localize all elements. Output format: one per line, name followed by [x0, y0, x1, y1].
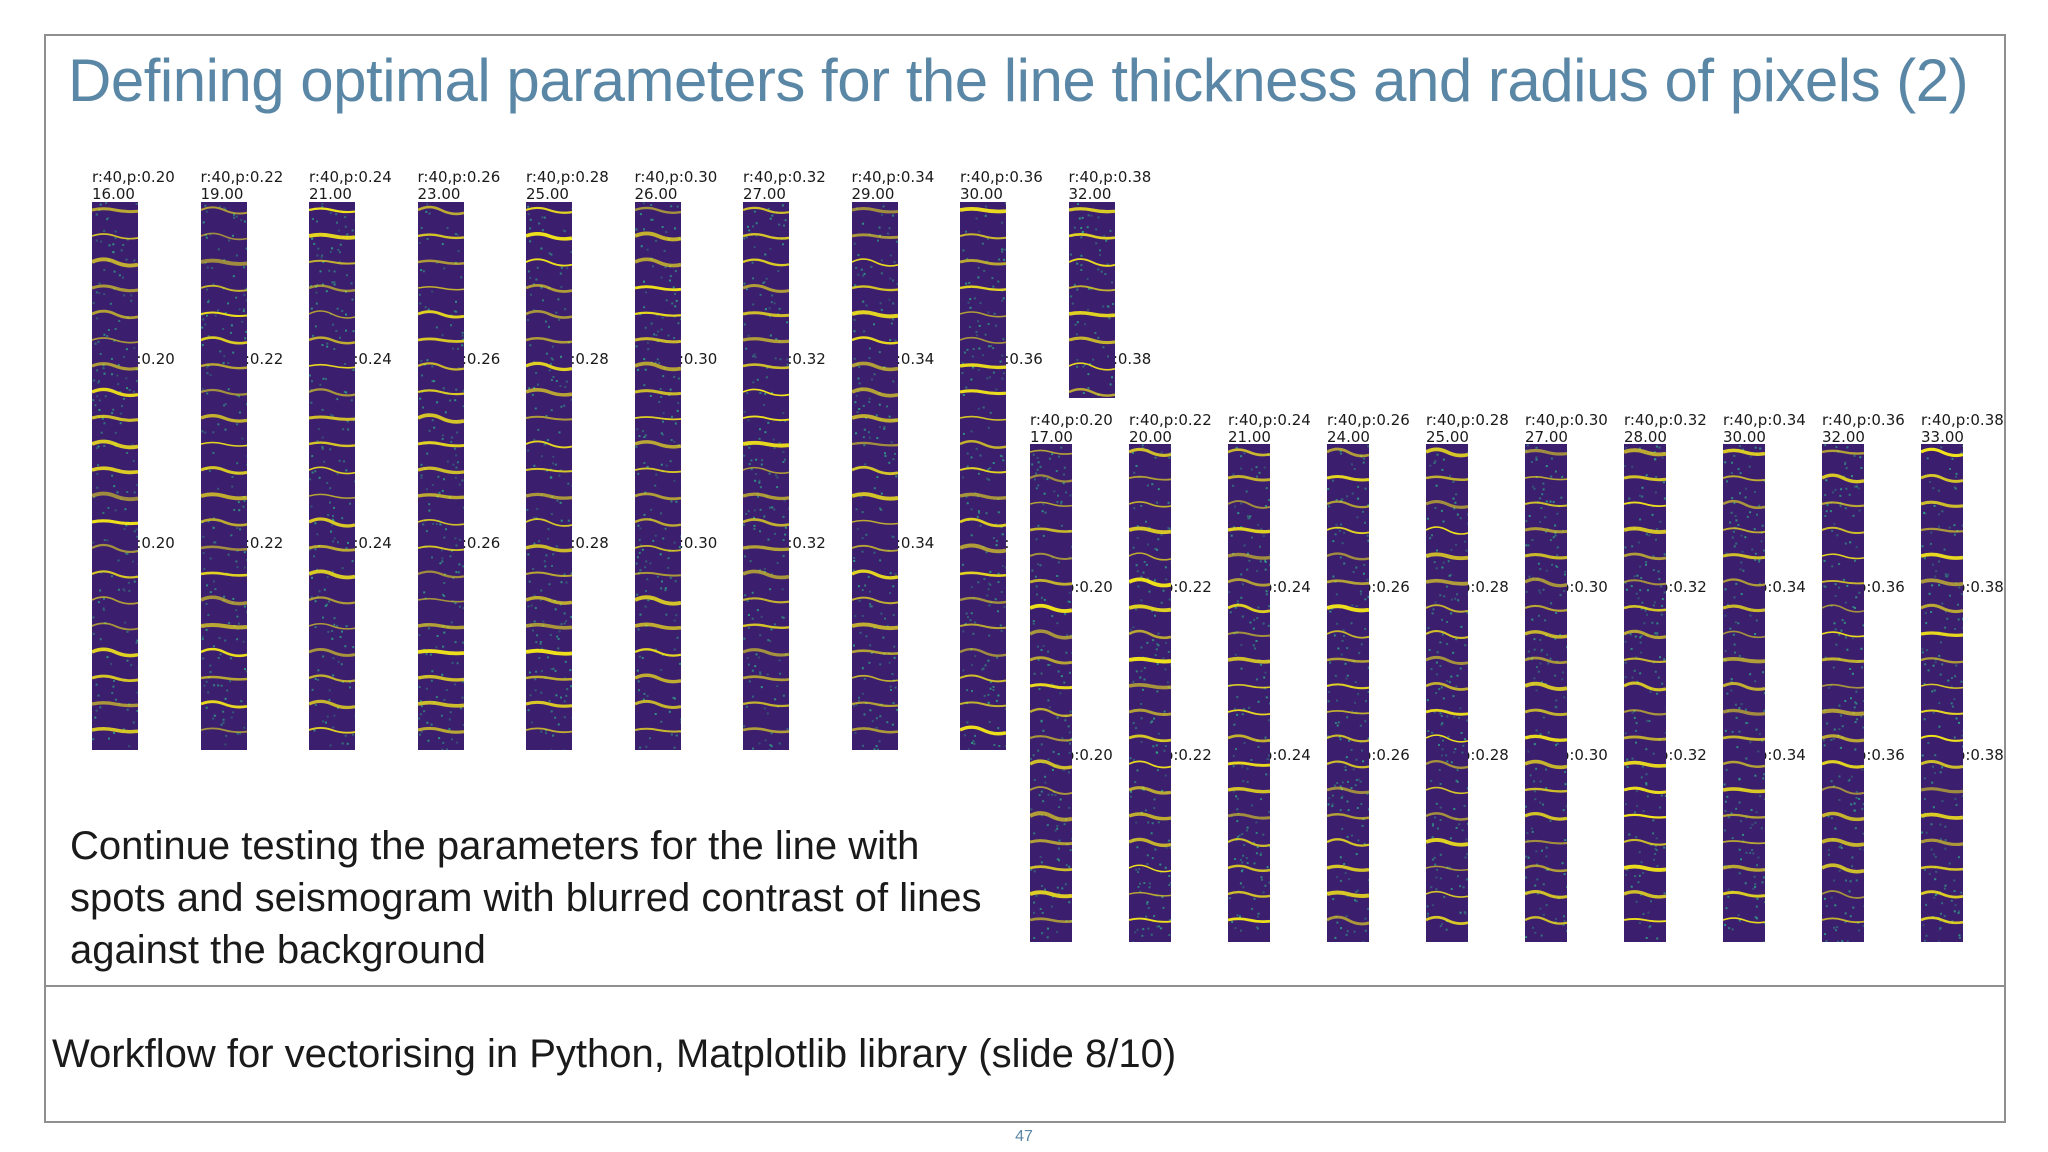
parameter-label: 30.00 [960, 185, 1003, 203]
parameter-label: 19.00 [200, 185, 244, 203]
seismogram-strip [1068, 202, 1115, 398]
parameter-label: 21.00 [1228, 428, 1271, 446]
parameter-label: r:40,p:0.20 [92, 168, 175, 186]
slide-footer: Workflow for vectorising in Python, Matp… [52, 1032, 1177, 1076]
parameter-label: 21.00 [309, 185, 352, 203]
parameter-label: r:40,p:0.30 [1525, 411, 1608, 429]
parameter-label: r:40,p:0.36 [960, 168, 1043, 186]
parameter-label: r:40,p:0.32 [1624, 411, 1707, 429]
parameter-label: r:40,p:0.20 [1030, 411, 1113, 429]
parameter-label: r:40,p:0.30 [634, 168, 718, 186]
parameter-label: 30.00 [1723, 428, 1766, 446]
seismogram-strip [92, 202, 138, 750]
parameter-label: r:40,p:0.26 [1327, 411, 1410, 429]
parameter-label: 23.00 [417, 185, 461, 203]
parameter-label: r:40,p:0.32 [743, 168, 826, 186]
seismogram-strip [1822, 444, 1864, 942]
slide-content-frame [44, 34, 2006, 987]
seismogram-strip [960, 202, 1006, 750]
seismogram-strip [1723, 444, 1765, 942]
seismogram-strip [1030, 444, 1072, 942]
parameter-label: 27.00 [743, 185, 786, 203]
seismogram-strip [634, 202, 681, 750]
parameter-label: r:40,p:0.34 [851, 168, 935, 186]
seismogram-strip [1327, 444, 1369, 942]
parameter-label: r:40,p:0.34 [1723, 411, 1806, 429]
parameter-label: 24.00 [1327, 428, 1370, 446]
parameter-label: r:40,p:0.22 [200, 168, 284, 186]
seismogram-strip [1228, 444, 1270, 942]
seismogram-strip [1624, 444, 1666, 942]
parameter-label: 16.00 [92, 185, 135, 203]
parameter-label: r:40,p:0.24 [309, 168, 392, 186]
seismogram-strip [200, 202, 247, 750]
slide-body-text: Continue testing the parameters for the … [70, 824, 982, 972]
parameter-label: r:40,p:0.36 [1822, 411, 1905, 429]
parameter-label: r:40,p:0.24 [1228, 411, 1311, 429]
parameter-label: r:40,p:0.26 [417, 168, 501, 186]
slide-title: Defining optimal parameters for the line… [68, 47, 1969, 114]
parameter-label: 32.00 [1822, 428, 1865, 446]
seismogram-strip [309, 202, 355, 750]
seismogram-strip [526, 202, 572, 750]
parameter-label: 26.00 [634, 185, 678, 203]
parameter-label: r:40,p:0.22 [1129, 411, 1212, 429]
seismogram-strip [1129, 444, 1171, 942]
parameter-label: 20.00 [1129, 428, 1172, 446]
seismogram-strip [1921, 444, 1963, 942]
parameter-label: 25.00 [1426, 428, 1469, 446]
seismogram-strip [1426, 444, 1468, 942]
seismogram-strip [851, 202, 898, 750]
parameter-label: r:40,p:0.28 [526, 168, 609, 186]
parameter-label: 27.00 [1525, 428, 1568, 446]
parameter-label: r:40,p:0.38 [1921, 411, 2004, 429]
page-number: 47 [1015, 1128, 1033, 1145]
slide-footer-frame [44, 987, 2006, 1123]
parameter-label: 28.00 [1624, 428, 1667, 446]
parameter-label: 32.00 [1068, 185, 1112, 203]
seismogram-strip [1525, 444, 1567, 942]
parameter-label: 29.00 [851, 185, 895, 203]
parameter-label: 25.00 [526, 185, 569, 203]
parameter-label: r:40,p:0.28 [1426, 411, 1509, 429]
parameter-label: 17.00 [1030, 428, 1073, 446]
parameter-label: 33.00 [1921, 428, 1964, 446]
seismogram-strip [417, 202, 464, 750]
parameter-label: r:40,p:0.38 [1068, 168, 1152, 186]
seismogram-strip [743, 202, 789, 750]
